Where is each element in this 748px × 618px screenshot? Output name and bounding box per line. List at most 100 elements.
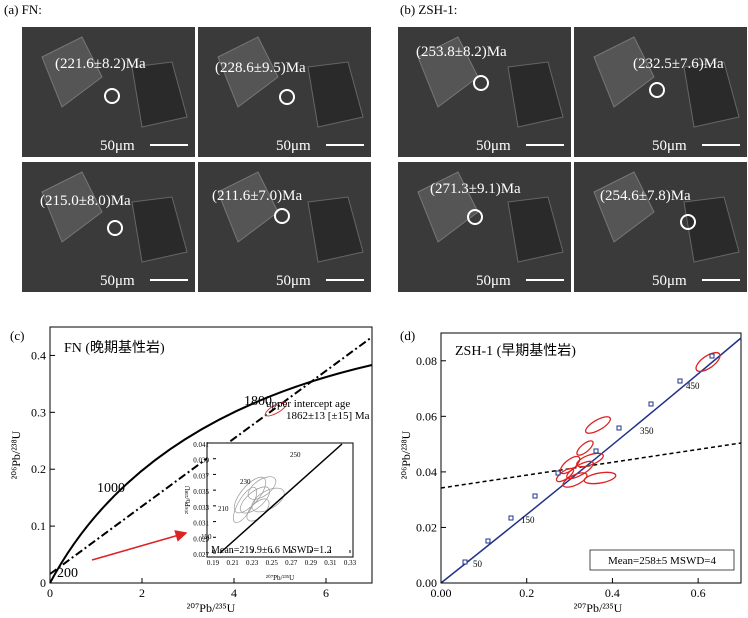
grain (41, 36, 103, 108)
x-tick-label: 4 (231, 586, 237, 600)
x-axis-label: ²⁰⁷Pb/²³⁵U (187, 601, 236, 615)
discordia (440, 442, 742, 489)
spot (274, 208, 290, 224)
x-tick-label: 0.6 (691, 586, 706, 600)
scale-label: 50μm (652, 273, 687, 289)
y-tick-label: 0.4 (31, 348, 46, 362)
x-tick-label: 6 (323, 586, 329, 600)
grain (593, 171, 655, 243)
curve-label: 200 (57, 566, 78, 581)
y-tick-label: 0.06 (416, 409, 437, 423)
spot (107, 220, 123, 236)
age-label: (228.6±9.5)Ma (215, 60, 306, 76)
age-label: (215.0±8.0)Ma (40, 193, 131, 209)
x-tick-label: 0.21 (226, 559, 239, 567)
panel-label: (d) (400, 328, 415, 343)
grain (307, 196, 364, 263)
stats-box (589, 549, 735, 571)
plot-frame (440, 332, 742, 584)
y-tick-label: 0.02 (416, 520, 437, 534)
grain (41, 171, 103, 243)
curve-label: 50 (473, 559, 483, 569)
age-label: (253.8±8.2)Ma (416, 44, 507, 60)
annotation: 1862±13 [±15] Ma (286, 410, 370, 422)
scale-label: 50μm (100, 273, 135, 289)
spot (279, 89, 295, 105)
scale-label: 50μm (100, 138, 135, 154)
panel-label: (c) (10, 328, 24, 343)
concordia (440, 337, 742, 584)
y-tick-label: 0.08 (416, 354, 437, 368)
curve-label: 190 (201, 533, 212, 541)
curve-label: 450 (686, 381, 700, 391)
x-tick-label: 2 (139, 586, 145, 600)
x-tick-label: 0.33 (344, 559, 357, 567)
spot (104, 88, 120, 104)
age-label: (254.6±7.8)Ma (600, 188, 691, 204)
y-tick-label: 0.031 (193, 520, 209, 528)
curve-label: 150 (521, 515, 535, 525)
y-axis-label: ²⁰⁶Pb/²³⁸U (184, 486, 192, 514)
y-tick-label: 0.035 (193, 488, 209, 496)
y-tick-label: 0.033 (193, 504, 209, 512)
scale-label: 50μm (276, 138, 311, 154)
grain (683, 61, 740, 128)
x-tick-label: 0.00 (431, 586, 452, 600)
age-label: (211.6±7.0)Ma (212, 188, 303, 204)
plot-title: FN (晚期基性岩) (64, 339, 165, 356)
annotation: upper intercept age (266, 398, 350, 410)
x-tick-label: 0.23 (246, 559, 259, 567)
stats: Mean=258±5 MSWD=4 (608, 555, 716, 567)
age-label: (271.3±9.1)Ma (430, 181, 521, 197)
x-tick-label: 0.27 (285, 559, 298, 567)
cl-images: (221.6±8.2)Ma 50μm (228.6±9.5)Ma 50μm (215.0… (22, 27, 747, 292)
y-axis-label: ²⁰⁶Pb/²³⁸U (9, 430, 23, 479)
inset-ellipses (232, 476, 285, 524)
y-tick-label: 0.1 (31, 519, 46, 533)
panel-label: (a) FN: (4, 2, 42, 17)
y-tick-label: 0.041 (193, 441, 209, 449)
grain (507, 196, 564, 263)
scale-label: 50μm (476, 273, 511, 289)
spot (680, 214, 696, 230)
grain (131, 196, 188, 263)
curve-label: 230 (240, 478, 251, 486)
y-axis-label: ²⁰⁶Pb/²³⁸U (399, 430, 413, 479)
age-markers (462, 353, 715, 565)
y-tick-label: 0.029 (193, 535, 209, 543)
x-tick-label: 0.2 (519, 586, 534, 600)
grain (593, 36, 655, 108)
grain (217, 36, 279, 108)
grain (131, 61, 188, 128)
curve-label: 1000 (97, 481, 125, 496)
arrow (91, 530, 188, 561)
error-ellipses (555, 351, 721, 488)
x-tick-label: 0 (47, 586, 53, 600)
x-axis-label: ²⁰⁷Pb/²³⁵U (574, 601, 623, 615)
grain (683, 196, 740, 263)
grain (507, 61, 564, 128)
y-tick-label: 0.037 (193, 472, 209, 480)
grain (217, 171, 279, 243)
x-axis-label: ²⁰⁷Pb/²³⁵U (266, 574, 294, 582)
age-label: (221.6±8.2)Ma (55, 56, 146, 72)
x-tick-label: 0.4 (605, 586, 620, 600)
curve-label: 210 (218, 505, 229, 513)
curve-label: 1800 (244, 394, 272, 409)
scale-label: 50μm (652, 138, 687, 154)
spot (649, 82, 665, 98)
y-tick-label: 0.00 (416, 576, 437, 590)
grain (417, 171, 479, 243)
plot-frame (49, 326, 373, 584)
y-tick-label: 0.039 (193, 457, 209, 465)
y-tick-label: 0.04 (416, 465, 437, 479)
scale-label: 50μm (476, 138, 511, 154)
spot (467, 209, 483, 225)
age-label: (232.5±7.6)Ma (633, 56, 724, 72)
error-ellipse (264, 401, 288, 417)
y-tick-label: 0.027 (193, 551, 209, 559)
x-tick-label: 0.31 (324, 559, 337, 567)
x-tick-label: 0.29 (305, 559, 318, 567)
